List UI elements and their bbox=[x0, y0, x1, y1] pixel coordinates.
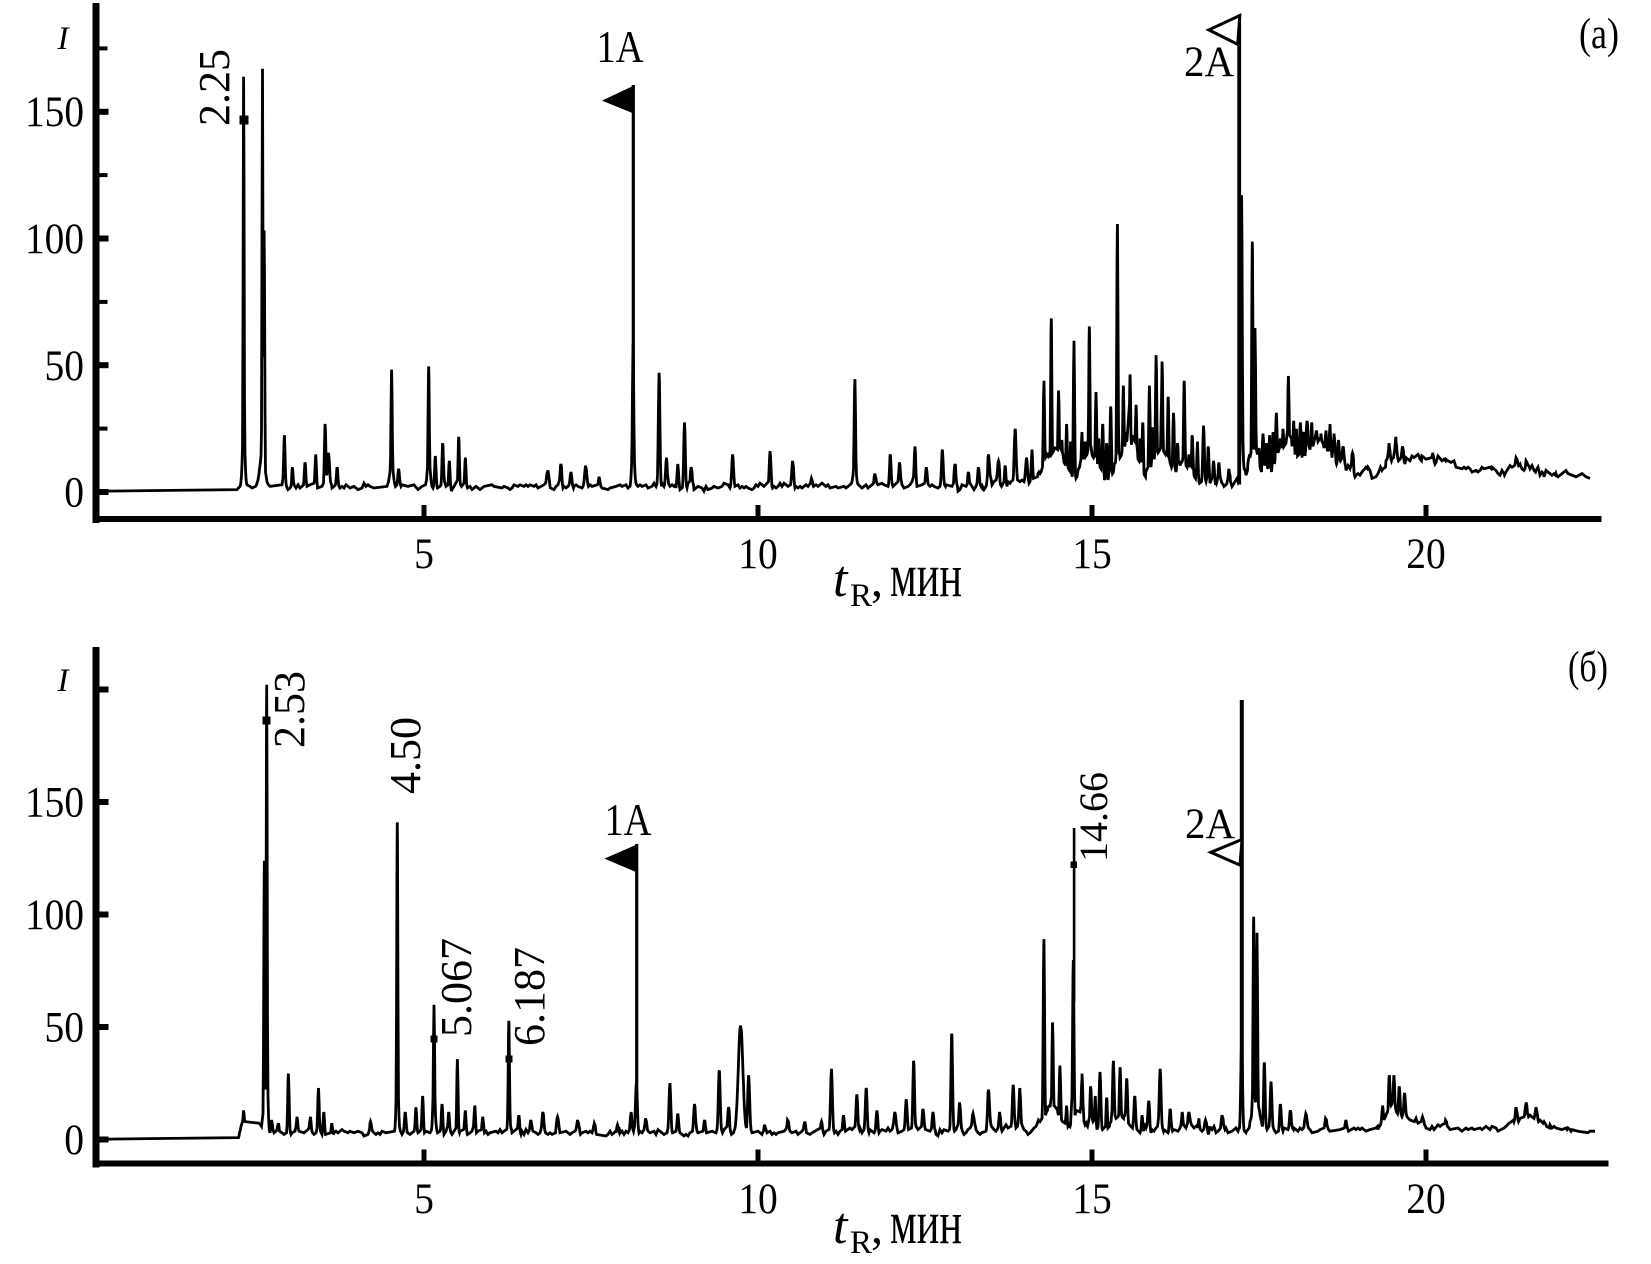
svg-text:R: R bbox=[850, 1225, 872, 1259]
svg-text:150: 150 bbox=[25, 89, 84, 136]
svg-text:I: I bbox=[57, 663, 71, 699]
svg-text:2A: 2A bbox=[1185, 801, 1235, 848]
svg-text:(а): (а) bbox=[1579, 11, 1619, 58]
svg-text:20: 20 bbox=[1406, 531, 1446, 578]
svg-text:0: 0 bbox=[64, 470, 84, 517]
svg-text:1A: 1A bbox=[597, 22, 644, 72]
svg-text:14.66: 14.66 bbox=[1071, 772, 1116, 862]
svg-text:0: 0 bbox=[64, 1117, 84, 1164]
svg-text:20: 20 bbox=[1406, 1176, 1446, 1223]
svg-text:150: 150 bbox=[25, 780, 84, 827]
svg-text:100: 100 bbox=[25, 892, 84, 939]
svg-text:,: , bbox=[871, 1201, 883, 1254]
svg-text:4.50: 4.50 bbox=[381, 717, 430, 794]
svg-text:6.187: 6.187 bbox=[505, 947, 554, 1046]
svg-text:2A: 2A bbox=[1184, 39, 1234, 86]
svg-text:(б): (б) bbox=[1568, 644, 1608, 691]
svg-text:2.53: 2.53 bbox=[265, 671, 314, 748]
svg-text:100: 100 bbox=[25, 216, 84, 263]
svg-text:1A: 1A bbox=[605, 795, 652, 845]
svg-text:50: 50 bbox=[45, 343, 85, 390]
svg-text:мин: мин bbox=[890, 1190, 962, 1257]
svg-text:5: 5 bbox=[414, 1176, 434, 1223]
svg-text:5.067: 5.067 bbox=[432, 938, 481, 1037]
svg-text:t: t bbox=[833, 551, 849, 608]
svg-text:50: 50 bbox=[45, 1005, 85, 1052]
svg-text:10: 10 bbox=[738, 1176, 778, 1223]
svg-text:15: 15 bbox=[1072, 531, 1112, 578]
svg-text:10: 10 bbox=[738, 531, 778, 578]
svg-text:мин: мин bbox=[890, 543, 962, 610]
svg-text:I: I bbox=[57, 21, 71, 57]
svg-text:5: 5 bbox=[414, 531, 434, 578]
svg-text:t: t bbox=[833, 1198, 849, 1255]
svg-text:R: R bbox=[850, 578, 872, 614]
svg-text:,: , bbox=[871, 554, 883, 607]
svg-text:15: 15 bbox=[1072, 1176, 1112, 1223]
svg-text:2.25: 2.25 bbox=[190, 49, 239, 126]
